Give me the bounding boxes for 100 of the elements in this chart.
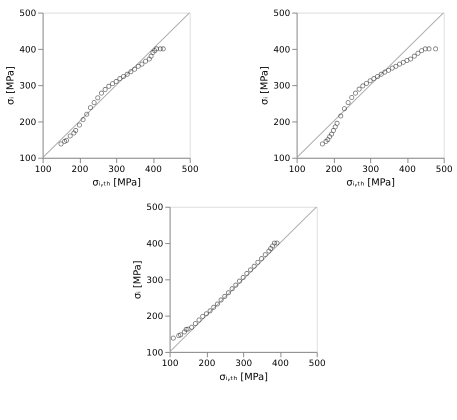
point [404,58,410,63]
point [240,275,246,280]
y-tick-label: 100 [146,348,164,358]
point [189,324,194,330]
point [128,69,134,74]
point [98,90,104,96]
point [338,114,344,118]
point [214,302,220,306]
x-tick-label: 300 [108,164,126,175]
point [416,50,420,56]
point [196,318,202,322]
point [124,72,130,77]
point [139,62,144,67]
point [386,68,392,73]
point [382,70,388,75]
y-axis-title: σᵢ [MPa] [6,66,17,105]
point [84,112,90,117]
point [71,130,76,136]
point [364,80,369,86]
y-tick-label: 400 [19,45,37,56]
point [176,333,182,338]
y-tick-label: 100 [273,154,291,164]
point [62,138,68,144]
point [148,54,154,59]
point [320,141,325,146]
x-tick-label: 500 [182,164,200,175]
point [204,311,209,316]
y-tick-label: 500 [146,203,164,214]
y-tick-label: 100 [19,154,37,164]
point [200,314,206,319]
point [433,46,438,52]
point [88,105,93,110]
point [150,50,156,55]
point [244,271,250,276]
point [152,48,158,54]
point [346,100,351,106]
point [327,134,332,140]
point [184,326,189,332]
point [368,78,373,84]
x-tick-label: 100 [288,164,306,175]
point [146,56,152,62]
point [64,138,69,143]
x-axis-title: σᵢ,ₜₕ [MPa] [92,178,141,189]
y-tick-label: 300 [146,276,164,286]
point [419,48,424,54]
point [252,264,257,269]
x-tick-label: 200 [325,164,343,175]
y-tick-label: 200 [273,118,291,128]
point [92,100,97,106]
point [192,321,198,326]
point [117,76,122,82]
point [68,133,73,138]
point [222,294,228,299]
point [136,64,141,69]
y-tick-label: 500 [273,9,291,20]
point [182,329,187,334]
point [143,58,148,64]
point [397,62,402,67]
point [390,66,395,71]
x-tick-label: 400 [399,164,416,175]
point [95,95,100,100]
point [262,252,268,258]
point [132,66,138,72]
point [102,87,108,92]
point [266,248,272,254]
point [58,141,64,146]
point [408,56,414,62]
point [248,267,253,272]
point [178,332,184,338]
point [330,128,336,133]
x-tick-label: 300 [362,164,380,175]
point [121,74,126,79]
point [73,128,78,133]
point [76,122,82,128]
point [270,243,276,248]
point [352,90,358,96]
y-tick-label: 300 [19,82,37,92]
point [332,124,338,130]
point [349,95,354,100]
x-axis-title: σᵢ,ₜₕ [MPa] [346,178,395,189]
point [342,106,347,112]
y-tick-label: 300 [273,82,291,92]
x-axis-title: σᵢ,ₜₕ [MPa] [219,372,268,383]
point [356,86,362,92]
y-tick-label: 200 [146,312,164,322]
point [230,286,235,292]
point [226,290,231,296]
y-axis-title: σᵢ [MPa] [260,66,271,105]
point [237,278,242,284]
x-tick-label: 500 [436,164,454,175]
point [211,304,216,310]
x-tick-label: 500 [308,359,326,370]
point [329,132,334,137]
point [268,246,274,251]
point [360,83,366,88]
point [375,74,380,79]
y-tick-label: 500 [19,9,37,20]
x-tick-label: 100 [162,359,179,370]
x-tick-label: 200 [71,164,89,175]
point [218,298,224,302]
